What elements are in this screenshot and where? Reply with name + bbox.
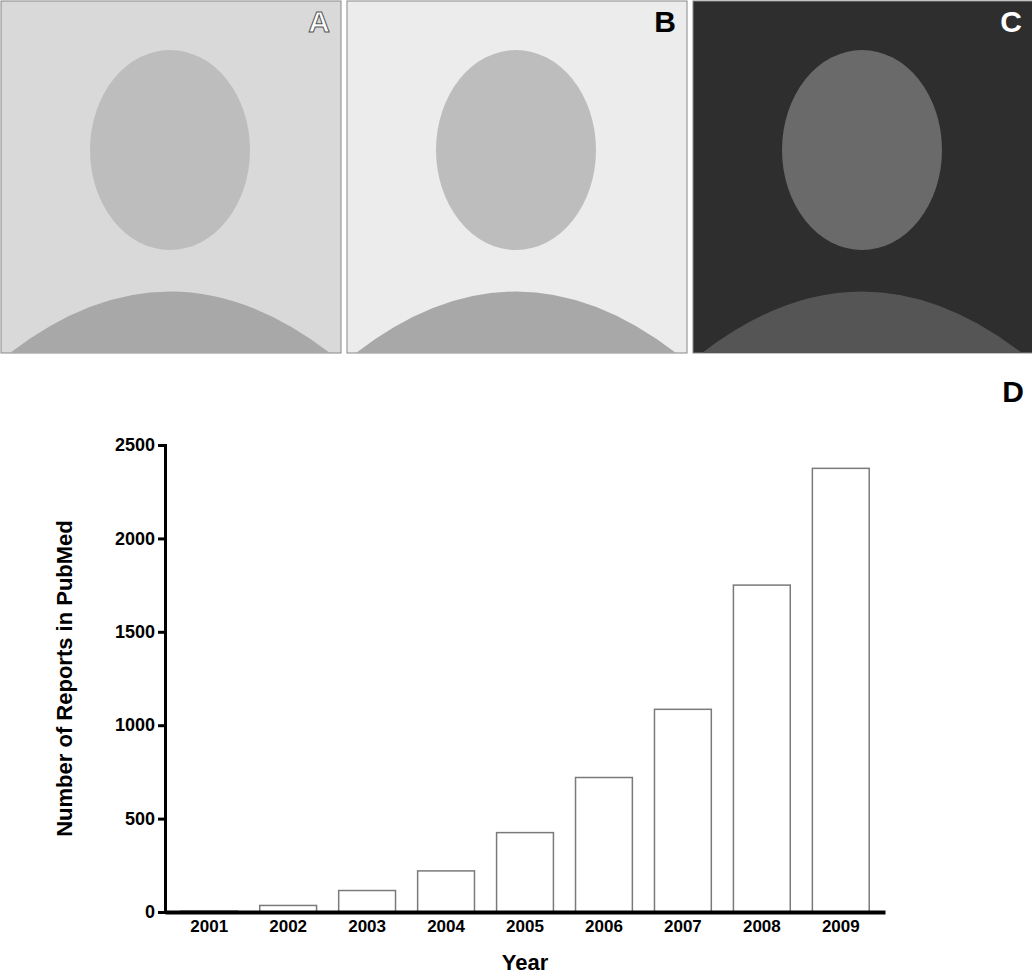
bar [733,585,790,912]
bar [418,871,475,912]
panel-letter: D [1002,375,1024,408]
x-tick-label: 2006 [585,917,623,936]
x-tick: 2002 [269,912,307,936]
photo-head [90,50,250,250]
bar [654,709,711,912]
bar [576,778,633,912]
x-tick-label: 2007 [664,917,702,936]
y-tick: 1500 [115,622,165,642]
y-axis: 0 500 1000 1500 2000 2500 [115,435,166,922]
y-tick: 2500 [115,435,165,455]
photo-panel: B [347,1,687,353]
photo-panel: C [693,1,1032,353]
x-axis-title: Year [502,950,549,975]
photo-shoulders [356,292,676,354]
y-tick-mark [158,724,165,727]
y-tick: 500 [125,809,165,829]
bars [181,468,869,912]
photo-placeholder [693,1,1032,353]
x-tick: 2008 [743,912,781,936]
photo-placeholder [347,1,687,353]
photo-placeholder [1,1,341,353]
x-tick: 2003 [348,912,386,936]
y-tick-label: 1500 [115,622,155,642]
panel-letter: B [654,5,676,38]
x-tick-label: 2002 [269,917,307,936]
x-tick: 2006 [585,912,623,936]
photo-shoulders [702,292,1022,354]
y-tick-label: 0 [145,902,155,922]
bar [497,833,554,912]
bar [812,468,869,912]
photo-shoulders [10,292,330,354]
y-tick: 1000 [115,715,165,735]
x-tick-label: 2008 [743,917,781,936]
x-axis-line [166,911,886,915]
y-tick-mark [158,911,165,914]
y-tick: 0 [145,902,165,922]
x-tick: 2009 [822,912,860,936]
y-tick-label: 500 [125,809,155,829]
x-axis: 2001 2002 2003 2004 2005 2006 2007 2008 2009 [166,912,886,936]
y-tick-mark [158,818,165,821]
figure: A B C D 0 500 1000 1500 2000 2500 2001 2002 2003 2004… [0,0,1032,980]
x-tick: 2004 [427,912,465,936]
x-tick: 2001 [190,912,228,936]
y-tick-label: 2000 [115,529,155,549]
photo-head [436,50,596,250]
y-tick-mark [158,631,165,634]
x-tick-label: 2003 [348,917,386,936]
x-tick-label: 2001 [190,917,228,936]
y-axis-line [158,446,166,913]
y-tick-mark [158,537,165,540]
y-tick-label: 1000 [115,715,155,735]
x-tick: 2005 [506,912,544,936]
x-tick-label: 2009 [822,917,860,936]
bar [339,891,396,912]
x-tick-label: 2005 [506,917,544,936]
panel-letter: A [308,5,330,38]
x-tick-label: 2004 [427,917,465,936]
y-tick: 2000 [115,529,165,549]
y-tick-label: 2500 [115,435,155,455]
y-tick-mark [158,444,165,447]
x-tick: 2007 [664,912,702,936]
y-axis-title: Number of Reports in PubMed [52,520,77,837]
photo-head [782,50,942,250]
photo-panel: A [1,1,341,353]
panel-letter: C [1000,5,1022,38]
